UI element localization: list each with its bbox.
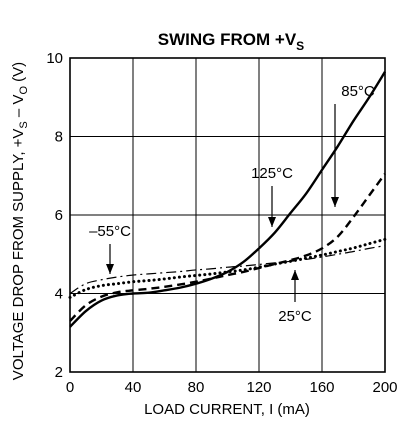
annotation-arrow-head (106, 264, 114, 274)
annotation-label: 25°C (278, 308, 312, 325)
x-tick-label: 40 (125, 379, 142, 396)
annotation-arrow-head (291, 270, 299, 280)
y-tick-label: 10 (46, 50, 63, 67)
annotation-arrow-head (268, 217, 276, 227)
y-axis-label-main: VOLTAGE DROP FROM SUPPLY, +V (10, 129, 27, 381)
annotation-label: –55°C (89, 223, 131, 240)
series-layer (68, 71, 387, 328)
tick-labels: 0 40 80 120 160 200 2 4 6 8 10 (46, 50, 397, 396)
y-tick-label: 6 (55, 207, 63, 224)
x-tick-label: 80 (188, 379, 205, 396)
x-tick-label: 160 (309, 379, 334, 396)
y-axis-label-sub-s: S (18, 121, 30, 128)
series-line-3 (69, 245, 386, 295)
annotation-label: 125°C (251, 165, 293, 182)
chart-title-main: SWING FROM +V (158, 30, 297, 49)
series-line-1 (69, 173, 386, 322)
y-axis-label-tail: (V) (10, 62, 27, 86)
annotation-arrow-head (331, 197, 339, 207)
grid (69, 57, 386, 373)
x-tick-label: 0 (66, 379, 74, 396)
x-tick-label: 120 (246, 379, 271, 396)
annotations: 125°C 85°C –55°C 25°C (89, 83, 375, 325)
y-tick-label: 8 (55, 129, 63, 146)
x-tick-label: 200 (372, 379, 397, 396)
chart-title-subscript: S (296, 39, 304, 53)
series-line-2 (68, 237, 387, 299)
x-axis-label: LOAD CURRENT, I (mA) (144, 401, 310, 418)
y-tick-label: 2 (55, 364, 63, 381)
plot-frame (69, 57, 386, 373)
y-axis-label-mid: – V (10, 95, 27, 122)
y-axis-label: VOLTAGE DROP FROM SUPPLY, +VS – VO (V) (10, 62, 30, 380)
chart-title: SWING FROM +VS (158, 30, 304, 53)
series-line-0 (69, 71, 387, 328)
annotation-label: 85°C (341, 83, 375, 100)
y-axis-label-sub-o: O (18, 86, 30, 95)
y-tick-label: 4 (55, 286, 63, 303)
